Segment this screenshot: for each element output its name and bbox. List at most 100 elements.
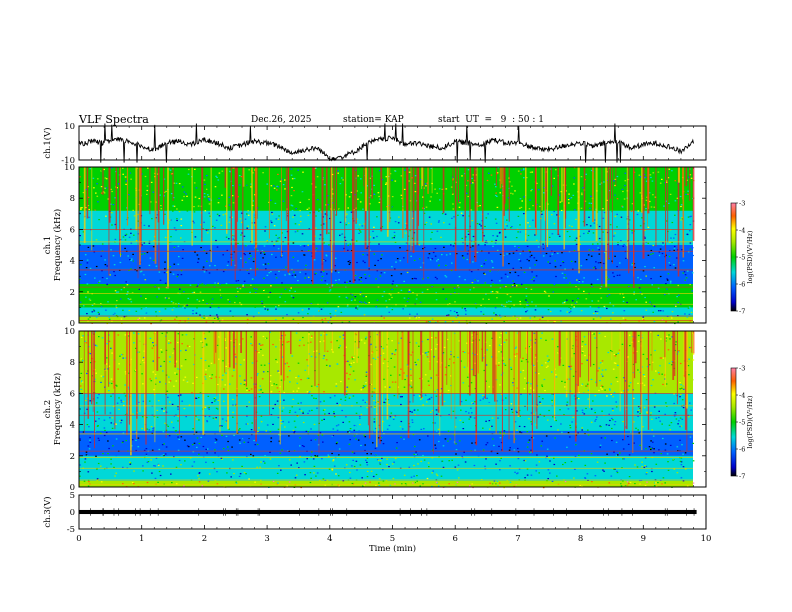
spectrogram-cell — [318, 238, 321, 240]
spectrogram-cell — [457, 464, 460, 466]
spectrogram-cell — [480, 304, 482, 306]
spectrogram-cell — [391, 353, 394, 355]
spectrogram-cell — [435, 395, 438, 397]
spectrogram-cell — [661, 357, 663, 359]
spectrogram-cell — [365, 371, 368, 373]
spectrogram-cell — [327, 321, 330, 323]
spectrogram-cell — [87, 485, 90, 487]
spectrogram-cell — [240, 176, 243, 178]
spectrogram-cell — [249, 268, 252, 270]
spectrogram-cell — [151, 449, 154, 451]
spectrogram-cell — [193, 291, 196, 293]
spectrogram-burst — [501, 167, 503, 184]
spectrogram-cell — [270, 437, 273, 439]
spectrogram-cell — [674, 461, 676, 464]
spectrogram-cell — [587, 429, 589, 431]
spectrogram-cell — [239, 184, 242, 187]
spectrogram-cell — [157, 345, 160, 347]
spectrogram-cell — [241, 232, 243, 234]
spectrogram-cell — [117, 183, 120, 185]
spectrogram-cell — [378, 195, 380, 198]
spectrogram-cell — [556, 475, 558, 477]
spectrogram-cell — [443, 246, 445, 248]
spectrogram-cell — [463, 366, 466, 368]
x-tick-label: 10 — [701, 534, 712, 544]
spectrogram-cell — [674, 233, 677, 236]
spectrogram-cell — [284, 237, 287, 239]
spectrogram-cell — [380, 440, 382, 442]
spectrogram-cell — [293, 258, 296, 260]
spectrogram-cell — [579, 177, 582, 179]
spectrogram-cell — [205, 321, 208, 323]
spectrogram-cell — [272, 359, 275, 361]
spectrogram-cell — [486, 179, 489, 182]
spectrogram-cell — [519, 437, 521, 439]
spectrogram-cell — [130, 178, 132, 180]
spectrogram-cell — [463, 351, 466, 353]
spectrogram-cell — [176, 208, 178, 210]
spectrogram-cell — [293, 177, 296, 180]
spectrogram-cell — [120, 401, 123, 403]
spectrogram-cell — [249, 291, 251, 293]
spectrogram-cell — [564, 301, 566, 303]
spectrogram-cell — [465, 399, 467, 401]
station-label: station= KAP — [343, 115, 404, 125]
spectrogram-cell — [351, 298, 353, 300]
spectrogram-cell — [225, 236, 228, 238]
spectrogram-cell — [448, 358, 451, 360]
spectrogram-cell — [165, 297, 168, 299]
spectrogram-cell — [275, 277, 278, 279]
spectrogram-cell — [303, 350, 305, 352]
spectrogram-burst — [541, 167, 543, 211]
spectrogram-cell — [414, 445, 416, 448]
spectrogram-cell — [666, 288, 668, 290]
spectrogram-cell — [82, 192, 85, 194]
spectrogram-cell — [310, 439, 312, 441]
spectrogram-cell — [169, 356, 171, 358]
spectrogram-cell — [471, 341, 474, 343]
spectrogram-cell — [175, 182, 178, 184]
spectrogram-cell — [178, 305, 180, 307]
spectrogram-cell — [582, 460, 584, 462]
spectrogram-cell — [586, 224, 588, 226]
spectrogram-cell — [629, 382, 632, 384]
spectrogram-cell — [381, 457, 383, 459]
spectrogram-cell — [168, 340, 170, 342]
spectrogram-cell — [218, 336, 220, 338]
spectrogram-cell — [321, 321, 324, 323]
spectrogram-cell — [244, 218, 247, 220]
spectrogram-cell — [685, 193, 687, 196]
spectrogram-cell — [90, 248, 92, 250]
spectrogram-cell — [177, 229, 179, 231]
spectrogram-cell — [273, 245, 275, 247]
spectrogram-cell — [284, 288, 287, 290]
spectrogram-cell — [197, 397, 200, 399]
spectrogram-cell — [351, 465, 353, 467]
spectrogram-cell — [529, 225, 531, 227]
spectrogram-cell — [196, 437, 199, 439]
spectrogram-cell — [205, 343, 208, 345]
spectrogram-cell — [318, 208, 321, 210]
spectrogram-cell — [616, 380, 619, 383]
spectrogram-cell — [243, 235, 246, 237]
spectrogram-cell — [329, 406, 331, 408]
spectrogram-burst — [641, 167, 643, 213]
spectrogram-cell — [610, 393, 612, 396]
spectrogram-cell — [561, 285, 563, 287]
spectrogram-cell — [183, 222, 185, 224]
spectrogram-cell — [199, 314, 201, 316]
spectrogram-cell — [230, 476, 232, 478]
spectrogram-cell — [356, 437, 358, 439]
spectrogram-cell — [494, 242, 497, 244]
spectrogram-cell — [110, 188, 112, 190]
spectrogram-cell — [400, 289, 403, 291]
spectrogram-cell — [107, 453, 109, 455]
spectrogram-cell — [574, 261, 577, 263]
spectrogram-cell — [606, 231, 609, 234]
spectrogram-cell — [652, 311, 654, 313]
spectrogram-cell — [573, 167, 576, 169]
spectrogram-burst — [534, 167, 537, 228]
spectrogram-cell — [343, 215, 345, 217]
spectrogram-cell — [366, 185, 368, 187]
start-time-label: start UT = 9 : 50 : 1 — [438, 115, 544, 125]
